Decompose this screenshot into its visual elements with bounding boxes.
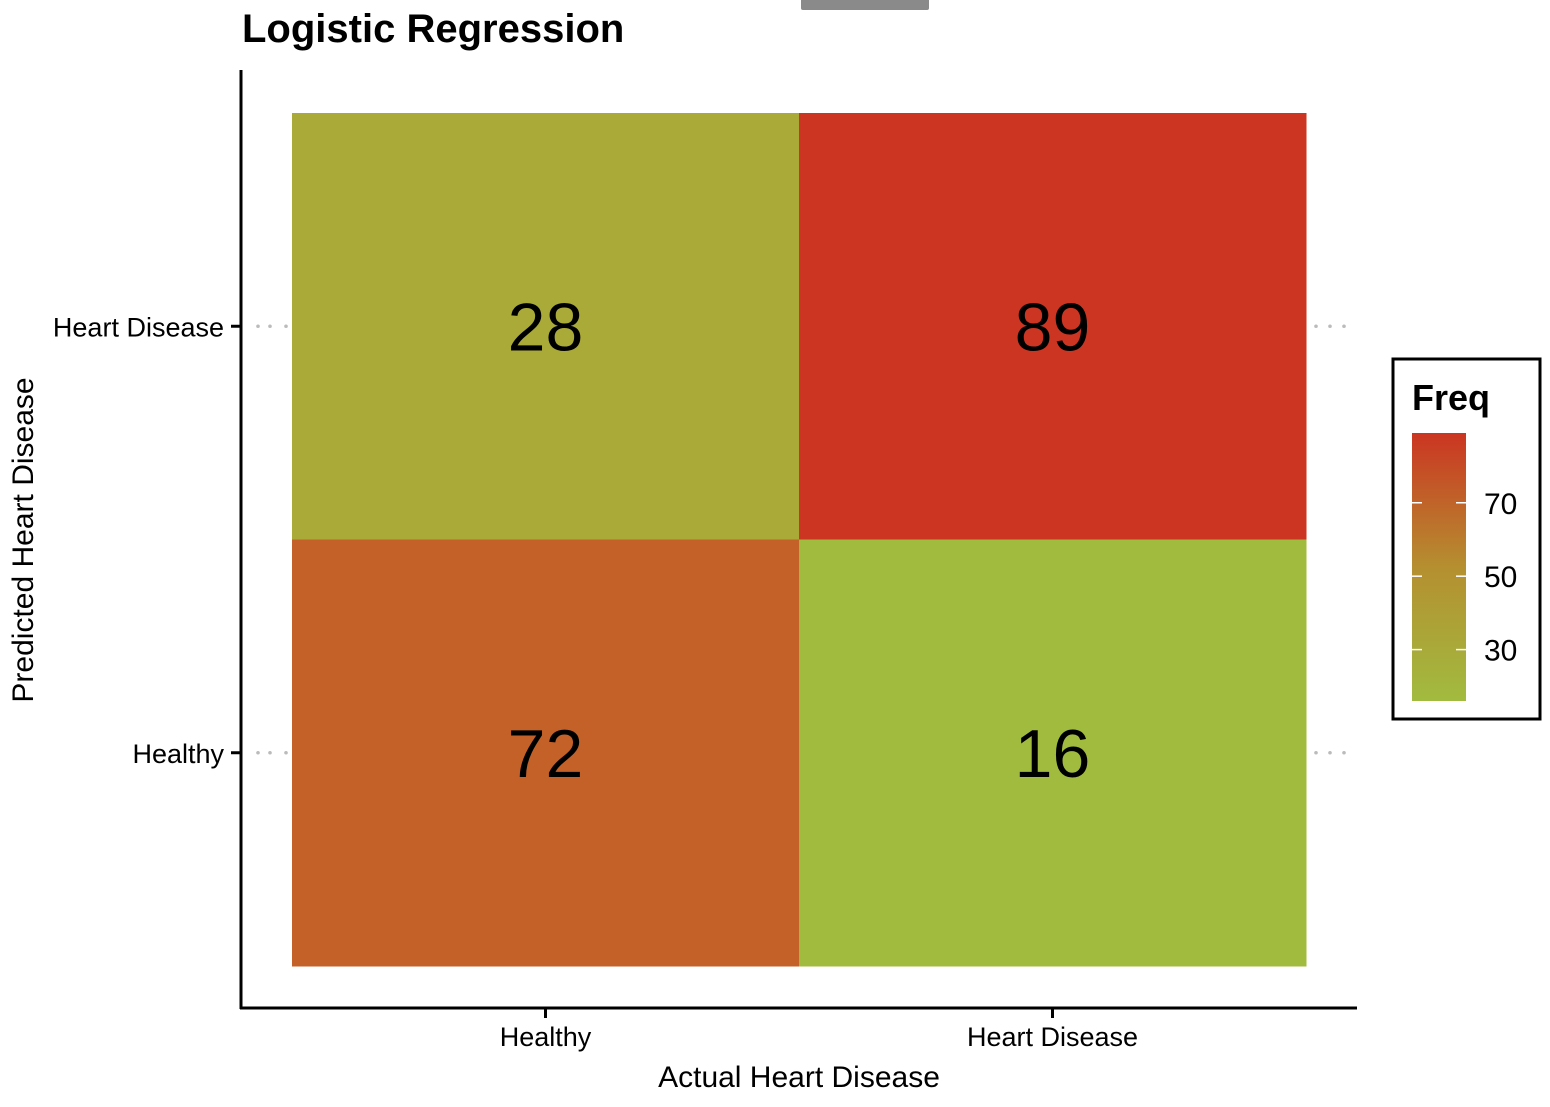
guide-dot bbox=[256, 750, 260, 755]
top-control-fragment bbox=[801, 0, 929, 10]
guide-dot bbox=[1342, 750, 1346, 755]
heatmap-cells: 28 89 72 16 bbox=[292, 113, 1307, 967]
chart-title: Logistic Regression bbox=[242, 7, 624, 51]
heatmap-cell bbox=[799, 539, 1307, 967]
legend-colorbar bbox=[1412, 433, 1466, 701]
guide-dot bbox=[268, 750, 272, 755]
cell-value-label: 72 bbox=[508, 716, 584, 792]
legend-tick-label: 70 bbox=[1484, 488, 1517, 521]
cell-value-label: 89 bbox=[1015, 289, 1091, 365]
x-axis-title: Actual Heart Disease bbox=[658, 1061, 940, 1094]
cell-value-label: 16 bbox=[1015, 716, 1091, 792]
legend: Freq 30 50 70 bbox=[1391, 357, 1542, 721]
x-tick-label: Healthy bbox=[500, 1022, 592, 1052]
dotted-guides bbox=[256, 324, 1346, 755]
legend-tick-label: 30 bbox=[1484, 635, 1517, 668]
guide-dot bbox=[1314, 324, 1318, 329]
x-tick-label: Heart Disease bbox=[967, 1022, 1138, 1052]
guide-dot bbox=[284, 750, 288, 755]
guide-dot bbox=[1342, 324, 1346, 329]
axes bbox=[239, 70, 1357, 1010]
heatmap-cell bbox=[292, 539, 800, 967]
legend-ticks: 30 50 70 bbox=[1412, 488, 1517, 668]
y-tick-label: Healthy bbox=[132, 739, 224, 769]
guide-dot bbox=[1328, 750, 1332, 755]
guide-dot bbox=[284, 324, 288, 329]
heatmap-cell bbox=[799, 113, 1307, 540]
y-tick-label: Heart Disease bbox=[53, 312, 224, 342]
heatmap-cell bbox=[292, 113, 800, 540]
guide-dot bbox=[256, 324, 260, 329]
legend-title: Freq bbox=[1412, 377, 1490, 418]
guide-dot bbox=[1328, 324, 1332, 329]
legend-tick-label: 50 bbox=[1484, 561, 1517, 594]
y-axis-title: Predicted Heart Disease bbox=[7, 377, 40, 702]
cell-value-label: 28 bbox=[508, 289, 584, 365]
guide-dot bbox=[1314, 750, 1318, 755]
axis-ticks: Healthy Heart Disease Heart Disease Healthy bbox=[53, 312, 1138, 1052]
guide-dot bbox=[268, 324, 272, 329]
